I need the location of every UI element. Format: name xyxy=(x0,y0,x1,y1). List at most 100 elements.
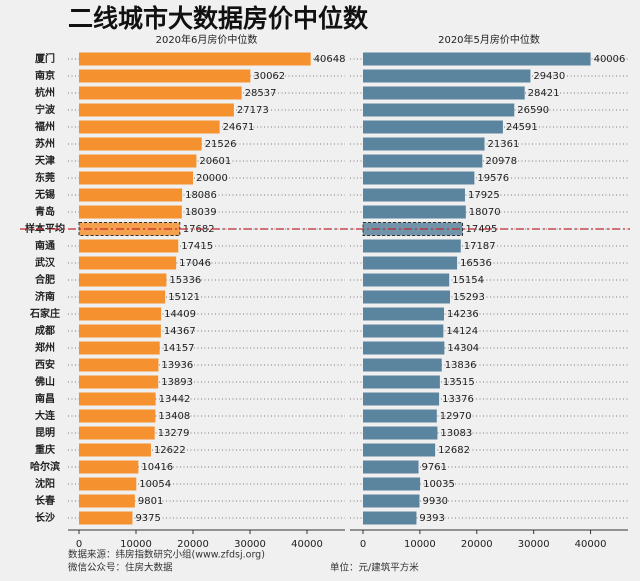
value-label: 15336 xyxy=(169,275,201,286)
chart-title: 二线城市大数据房价中位数 xyxy=(68,4,369,33)
bar xyxy=(79,171,193,185)
value-label: 14304 xyxy=(447,343,479,354)
bar xyxy=(363,460,419,474)
bar xyxy=(363,137,485,151)
bar xyxy=(79,120,220,134)
value-label: 12682 xyxy=(438,445,470,456)
bar xyxy=(362,222,464,236)
value-label: 9801 xyxy=(138,496,163,507)
category-label: 武汉 xyxy=(35,256,56,269)
value-label: 24591 xyxy=(506,122,538,133)
category-label: 济南 xyxy=(35,290,55,303)
bar xyxy=(79,290,166,304)
bar xyxy=(79,205,182,219)
category-label: 苏州 xyxy=(35,137,55,150)
value-label: 13376 xyxy=(442,394,474,405)
value-label: 14367 xyxy=(164,326,196,337)
category-label: 无锡 xyxy=(34,188,55,201)
unit-note: 单位：元/建筑平方米 xyxy=(330,562,419,574)
value-label: 30062 xyxy=(253,71,285,82)
bar xyxy=(79,494,135,508)
value-label: 20000 xyxy=(196,173,228,184)
category-label: 样本平均 xyxy=(25,222,65,235)
value-label: 28421 xyxy=(528,88,560,99)
bar xyxy=(79,86,242,100)
value-label: 14157 xyxy=(163,343,195,354)
x-tick-label: 40000 xyxy=(291,539,323,550)
bar xyxy=(363,154,483,168)
value-label: 14124 xyxy=(446,326,478,337)
value-label: 15154 xyxy=(452,275,484,286)
category-label: 沈阳 xyxy=(35,477,55,490)
value-label: 18039 xyxy=(185,207,217,218)
bar xyxy=(79,52,311,66)
bar xyxy=(79,460,139,474)
bar xyxy=(79,307,162,321)
category-label: 天津 xyxy=(35,154,55,167)
bar xyxy=(79,69,251,83)
category-label: 西安 xyxy=(35,358,55,371)
bar xyxy=(363,188,465,202)
bar xyxy=(79,256,177,270)
bar xyxy=(363,426,438,440)
bar xyxy=(363,375,440,389)
value-label: 9375 xyxy=(135,513,160,524)
value-label: 17495 xyxy=(466,224,498,235)
value-label: 13936 xyxy=(161,360,193,371)
category-label: 厦门 xyxy=(35,52,55,65)
category-label: 郑州 xyxy=(35,341,55,354)
value-label: 40006 xyxy=(594,54,626,65)
x-tick-label: 40000 xyxy=(575,539,607,550)
value-label: 9930 xyxy=(422,496,447,507)
panel-bg xyxy=(68,48,345,530)
category-label: 南通 xyxy=(35,239,55,252)
bar xyxy=(363,205,466,219)
x-tick-label: 0 xyxy=(360,539,366,550)
value-label: 12622 xyxy=(154,445,186,456)
value-label: 15293 xyxy=(453,292,485,303)
value-label: 20601 xyxy=(199,156,231,167)
category-label: 福州 xyxy=(34,120,55,133)
value-label: 26590 xyxy=(517,105,549,116)
bar xyxy=(363,494,420,508)
category-label: 宁波 xyxy=(35,103,56,116)
bar xyxy=(79,341,160,355)
bar xyxy=(363,239,461,253)
value-label: 14409 xyxy=(164,309,196,320)
value-label: 9393 xyxy=(419,513,444,524)
value-label: 13083 xyxy=(440,428,472,439)
bar xyxy=(79,188,183,202)
wechat-note: 微信公众号：住房大数据 xyxy=(68,562,173,574)
bar xyxy=(79,154,197,168)
value-label: 14236 xyxy=(447,309,479,320)
bar xyxy=(363,290,451,304)
x-tick-label: 20000 xyxy=(461,539,493,550)
category-label: 大连 xyxy=(35,409,56,422)
value-label: 21526 xyxy=(205,139,237,150)
bar xyxy=(363,392,440,406)
bar xyxy=(363,511,417,525)
x-tick-label: 10000 xyxy=(404,539,436,550)
category-label: 青岛 xyxy=(35,205,55,218)
value-label: 21361 xyxy=(488,139,520,150)
category-label: 昆明 xyxy=(35,427,55,439)
bar xyxy=(79,392,156,406)
bar xyxy=(79,511,133,525)
category-label: 东莞 xyxy=(35,171,55,184)
bar xyxy=(363,273,450,287)
bar xyxy=(363,358,442,372)
bar xyxy=(363,324,444,338)
category-label: 成都 xyxy=(35,324,55,337)
category-label: 南京 xyxy=(35,69,55,82)
value-label: 13408 xyxy=(158,411,190,422)
x-tick-label: 30000 xyxy=(234,539,266,550)
category-label: 哈尔滨 xyxy=(30,460,60,473)
bar xyxy=(363,307,444,321)
category-label: 石家庄 xyxy=(29,307,60,320)
value-label: 13836 xyxy=(445,360,477,371)
bar xyxy=(79,409,156,423)
bar xyxy=(79,358,159,372)
bar xyxy=(79,426,155,440)
category-label: 重庆 xyxy=(35,443,55,456)
